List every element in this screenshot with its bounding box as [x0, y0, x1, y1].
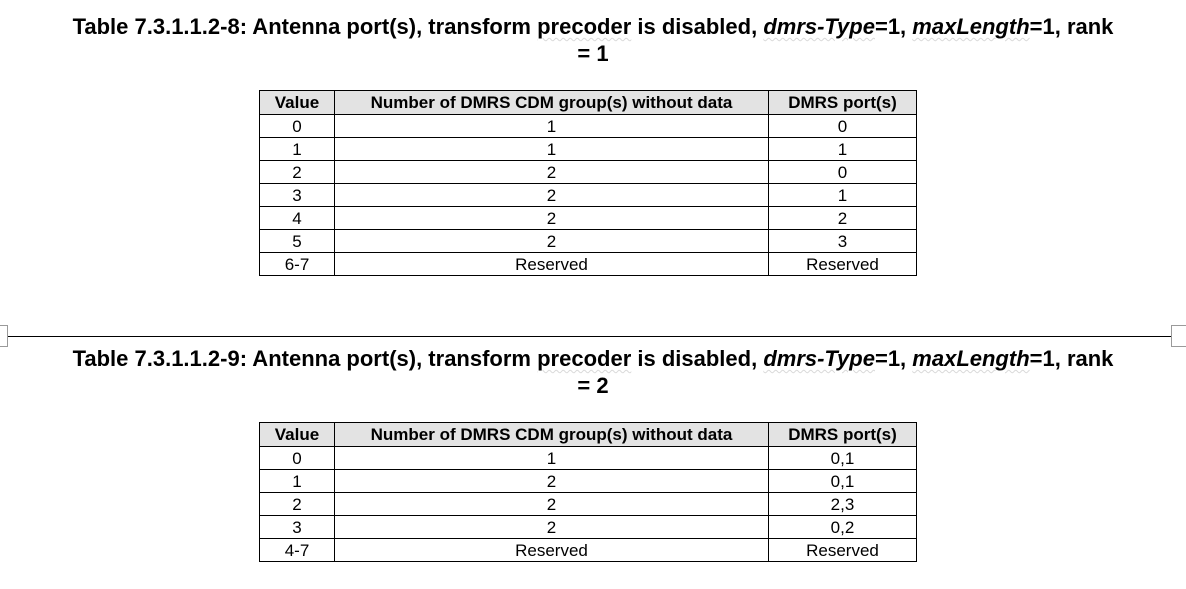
- antenna-ports-table-rank-2: Value Number of DMRS CDM group(s) without…: [259, 422, 917, 562]
- cell-cdm-groups: 2: [334, 183, 769, 207]
- margin-marker-right: [1171, 325, 1186, 347]
- cell-cdm-groups: 2: [334, 469, 769, 493]
- caption-text: Table 7.3.1.1.2-9: Antenna port(s), tran…: [72, 346, 538, 371]
- caption-param-dmrs-type: dmrs-Type: [763, 346, 875, 371]
- cell-cdm-groups: Reserved: [334, 538, 769, 562]
- cell-dmrs-ports: Reserved: [768, 252, 917, 276]
- table-body: 0 1 0 1 1 1 2 2 0 3 2 1 4 2 2 5 2 3 6-7 Reserved Reserved: [259, 114, 917, 276]
- cell-value: 1: [259, 137, 335, 161]
- header-value: Value: [259, 422, 335, 447]
- section-divider: [8, 336, 1178, 337]
- cell-dmrs-ports: 3: [768, 229, 917, 253]
- caption-text: =1, rank: [1029, 14, 1114, 39]
- cell-dmrs-ports: 0: [768, 160, 917, 184]
- cell-dmrs-ports: 1: [768, 137, 917, 161]
- caption-word-precoder: precoder: [537, 14, 632, 39]
- header-cdm-groups: Number of DMRS CDM group(s) without data: [334, 422, 769, 447]
- caption-text: =1,: [874, 346, 913, 371]
- cell-value: 4: [259, 206, 335, 230]
- caption-param-dmrs-type: dmrs-Type: [763, 14, 875, 39]
- cell-cdm-groups: 2: [334, 492, 769, 516]
- cell-value: 2: [259, 492, 335, 516]
- cell-dmrs-ports: Reserved: [768, 538, 917, 562]
- table-row: 2 2 2,3: [259, 492, 917, 516]
- header-cdm-groups: Number of DMRS CDM group(s) without data: [334, 90, 769, 115]
- cell-value: 0: [259, 446, 335, 470]
- cell-cdm-groups: 1: [334, 137, 769, 161]
- table-body: 0 1 0,1 1 2 0,1 2 2 2,3 3 2 0,2 4-7 Reserved Reserved: [259, 446, 917, 562]
- cell-value: 2: [259, 160, 335, 184]
- table-header: Value Number of DMRS CDM group(s) without…: [259, 422, 917, 447]
- table-row: 1 2 0,1: [259, 469, 917, 493]
- caption-rank-line: = 1: [577, 41, 609, 66]
- cell-cdm-groups: 2: [334, 206, 769, 230]
- header-row: Value Number of DMRS CDM group(s) without…: [259, 422, 917, 447]
- table-caption-7-3-1-1-2-9: Table 7.3.1.1.2-9: Antenna port(s), tran…: [0, 345, 1186, 399]
- caption-param-maxlength: maxLength: [912, 346, 1030, 371]
- cell-dmrs-ports: 0,1: [768, 446, 917, 470]
- cell-value: 3: [259, 515, 335, 539]
- table-row: 4-7 Reserved Reserved: [259, 538, 917, 562]
- caption-text: =1,: [874, 14, 913, 39]
- cell-value: 5: [259, 229, 335, 253]
- cell-cdm-groups: 2: [334, 160, 769, 184]
- cell-value: 0: [259, 114, 335, 138]
- cell-cdm-groups: 2: [334, 229, 769, 253]
- cell-value: 6-7: [259, 252, 335, 276]
- header-value: Value: [259, 90, 335, 115]
- caption-text: =1, rank: [1029, 346, 1114, 371]
- cell-cdm-groups: Reserved: [334, 252, 769, 276]
- header-row: Value Number of DMRS CDM group(s) without…: [259, 90, 917, 115]
- cell-cdm-groups: 1: [334, 446, 769, 470]
- cell-value: 4-7: [259, 538, 335, 562]
- cell-dmrs-ports: 2,3: [768, 492, 917, 516]
- table-header: Value Number of DMRS CDM group(s) without…: [259, 90, 917, 115]
- table-caption-7-3-1-1-2-8: Table 7.3.1.1.2-8: Antenna port(s), tran…: [0, 13, 1186, 67]
- cell-value: 3: [259, 183, 335, 207]
- cell-dmrs-ports: 2: [768, 206, 917, 230]
- cell-dmrs-ports: 0: [768, 114, 917, 138]
- table-row: 0 1 0,1: [259, 446, 917, 470]
- cell-cdm-groups: 2: [334, 515, 769, 539]
- caption-text: Table 7.3.1.1.2-8: Antenna port(s), tran…: [72, 14, 538, 39]
- cell-dmrs-ports: 1: [768, 183, 917, 207]
- cell-cdm-groups: 1: [334, 114, 769, 138]
- caption-text: is disabled,: [631, 14, 764, 39]
- margin-marker-left: [0, 325, 8, 347]
- table-row: 3 2 0,2: [259, 515, 917, 539]
- caption-text: is disabled,: [631, 346, 764, 371]
- cell-value: 1: [259, 469, 335, 493]
- antenna-ports-table-rank-1: Value Number of DMRS CDM group(s) without…: [259, 90, 917, 276]
- header-dmrs-ports: DMRS port(s): [768, 90, 917, 115]
- table-row: 6-7 Reserved Reserved: [259, 252, 917, 276]
- caption-rank-line: = 2: [577, 373, 609, 398]
- header-dmrs-ports: DMRS port(s): [768, 422, 917, 447]
- cell-dmrs-ports: 0,2: [768, 515, 917, 539]
- caption-word-precoder: precoder: [537, 346, 632, 371]
- cell-dmrs-ports: 0,1: [768, 469, 917, 493]
- caption-param-maxlength: maxLength: [912, 14, 1030, 39]
